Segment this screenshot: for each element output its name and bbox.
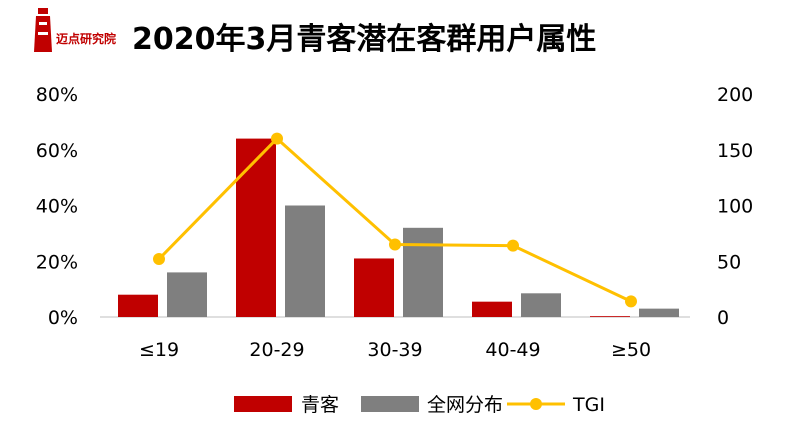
category-label: ≤19 bbox=[139, 339, 179, 361]
y-right-tick-label: 100 bbox=[717, 196, 753, 218]
bars bbox=[118, 138, 679, 317]
logo: 迈点研究院 bbox=[32, 8, 127, 58]
y-right-tick-label: 0 bbox=[717, 307, 729, 329]
bar-qingke bbox=[590, 316, 630, 317]
bar-qingke bbox=[236, 138, 276, 317]
legend-marker-tgi bbox=[530, 398, 542, 410]
y-right-tick-label: 200 bbox=[717, 84, 753, 106]
tgi-line bbox=[157, 136, 632, 303]
y-left-tick-label: 0% bbox=[48, 307, 78, 329]
category-label: 20-29 bbox=[249, 339, 304, 361]
tgi-point bbox=[271, 132, 283, 145]
legend-swatch-network bbox=[361, 396, 419, 412]
category-labels: ≤19 20-29 30-39 40-49 ≥50 bbox=[139, 339, 651, 361]
category-label: 40-49 bbox=[485, 339, 540, 361]
tgi-point bbox=[153, 253, 165, 266]
bar-network bbox=[167, 272, 207, 317]
tgi-point bbox=[507, 239, 519, 252]
header: 迈点研究院 2020年3月青客潜在客群用户属性 bbox=[0, 0, 800, 80]
legend-swatch-qingke bbox=[234, 396, 292, 412]
axes: 0% 20% 40% 60% 80% 0 50 100 150 200 bbox=[36, 84, 754, 329]
category-label: 30-39 bbox=[367, 339, 422, 361]
y-right-tick-label: 150 bbox=[717, 140, 753, 162]
chart-title: 2020年3月青客潜在客群用户属性 bbox=[132, 22, 597, 57]
bar-network bbox=[403, 227, 443, 317]
bar-qingke bbox=[118, 294, 158, 317]
bar-qingke bbox=[472, 301, 512, 317]
tgi-line-series bbox=[153, 132, 637, 308]
tgi-point bbox=[389, 238, 401, 251]
y-left-tick-label: 40% bbox=[36, 196, 78, 218]
legend-label-tgi: TGI bbox=[572, 394, 605, 416]
bar-network bbox=[521, 293, 561, 317]
tgi-point bbox=[625, 295, 637, 308]
bar-network bbox=[639, 308, 679, 317]
legend: 青客 全网分布 TGI bbox=[234, 394, 605, 416]
category-label: ≥50 bbox=[611, 339, 651, 361]
logo-text: 迈点研究院 bbox=[56, 32, 117, 46]
y-left-tick-label: 60% bbox=[36, 140, 78, 162]
y-left-tick-label: 80% bbox=[36, 84, 78, 106]
bar-qingke bbox=[354, 258, 394, 317]
y-right-tick-label: 50 bbox=[717, 251, 741, 273]
lighthouse-icon bbox=[34, 8, 52, 52]
legend-label-network: 全网分布 bbox=[427, 394, 503, 416]
legend-label-qingke: 青客 bbox=[301, 394, 339, 416]
bar-network bbox=[285, 205, 325, 317]
y-left-tick-label: 20% bbox=[36, 251, 78, 273]
